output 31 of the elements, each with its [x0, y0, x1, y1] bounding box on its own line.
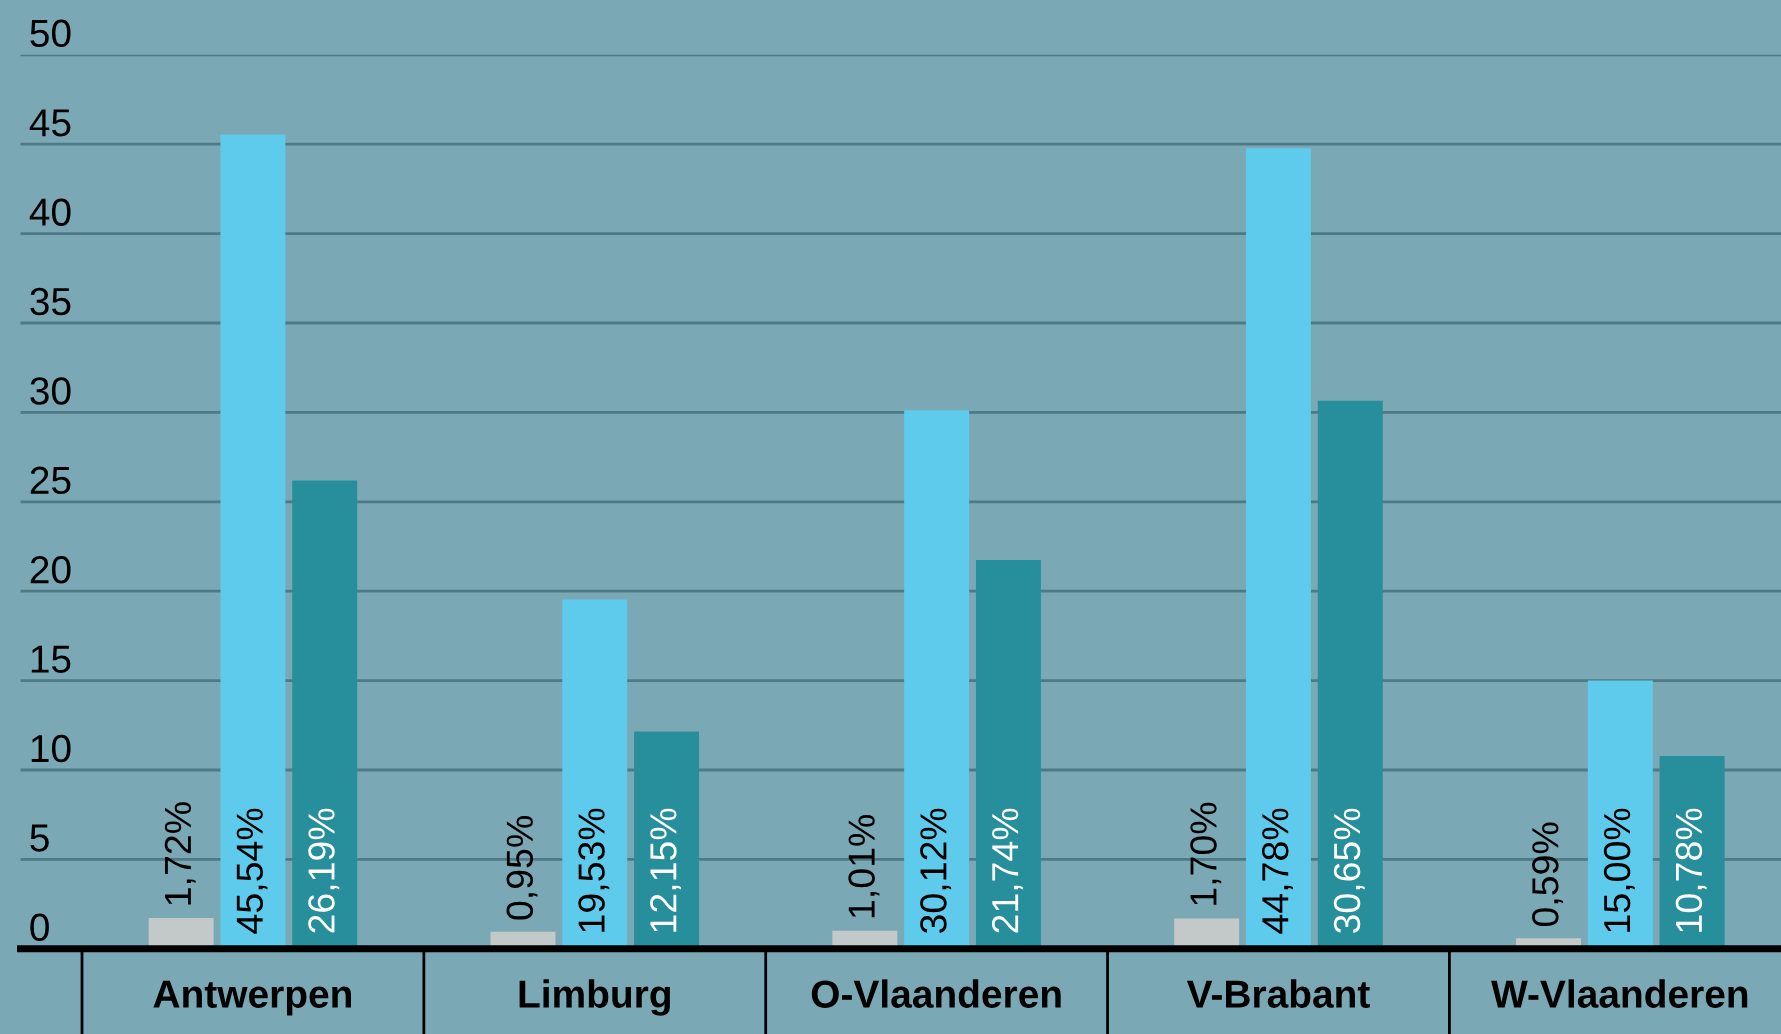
data-label: 0,59%: [1532, 822, 1564, 927]
data-label: 45,54%: [236, 808, 268, 934]
y-tick-label: 20: [30, 555, 71, 584]
data-label: 10,78%: [1675, 808, 1707, 932]
data-label: 0,95%: [506, 816, 538, 920]
x-tick-label: Antwerpen: [153, 980, 351, 1016]
data-label: 30,65%: [1333, 808, 1365, 934]
data-label: 19,53%: [578, 808, 610, 932]
y-tick-label: 50: [30, 19, 71, 48]
x-tick-label: V-Brabant: [1186, 979, 1370, 1008]
data-label: 1,01%: [848, 815, 880, 918]
data-label: 44,78%: [1261, 808, 1293, 934]
x-tick-label: W-Vlaanderen: [1491, 979, 1748, 1008]
y-tick-label: 25: [30, 466, 71, 495]
y-tick-label: 15: [31, 645, 71, 673]
data-label: 26,19%: [308, 808, 340, 933]
y-tick-label: 0: [30, 913, 49, 942]
data-label: 30,12%: [920, 808, 952, 934]
x-tick-label: O-Vlaanderen: [811, 979, 1061, 1008]
x-tick-label: Limburg: [519, 979, 670, 1016]
data-label: 21,74%: [991, 808, 1023, 933]
y-tick-label: 45: [29, 109, 71, 137]
data-label: 1,72%: [164, 802, 196, 905]
data-label: 15,00%: [1603, 808, 1635, 932]
y-tick-label: 30: [30, 377, 71, 405]
y-tick-label: 5: [30, 824, 49, 852]
data-label: 12,15%: [650, 808, 682, 932]
y-tick-label: 35: [30, 287, 71, 316]
data-label: 1,70%: [1190, 802, 1222, 905]
y-tick-label: 40: [29, 198, 71, 226]
y-tick-label: 10: [31, 734, 71, 763]
